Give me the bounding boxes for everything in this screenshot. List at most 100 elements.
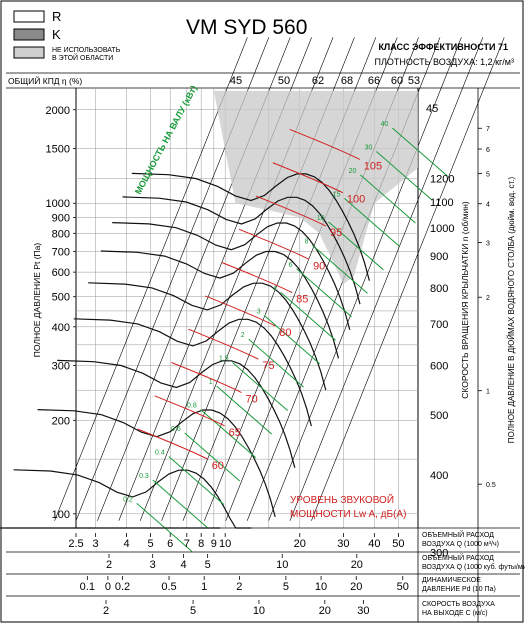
- inch-tick-label: 0.5: [486, 482, 496, 489]
- sound-line: [272, 162, 344, 194]
- speed-curve: [57, 359, 296, 468]
- sound-line: [255, 195, 327, 227]
- bottom-tick-label: 2: [106, 559, 112, 571]
- bottom-tick-label: 20: [351, 559, 363, 571]
- not-use-area: [213, 90, 418, 284]
- bottom-label-c-1: СКОРОСТЬ ВОЗДУХА: [422, 601, 495, 608]
- left-tick-label: 100: [52, 509, 70, 521]
- sound-line: [137, 428, 208, 460]
- power-line: [392, 127, 448, 177]
- speed-tick-label: 300: [430, 548, 448, 560]
- efficiency-class: КЛАСС ЭФФЕКТИВНОСТИ 71: [378, 42, 508, 52]
- power-line-label: 20: [349, 168, 357, 175]
- system-line: [311, 37, 505, 521]
- bottom-tick-label: 5: [148, 538, 154, 550]
- speed-tick-label: 800: [430, 283, 448, 295]
- legend-swatch-unused: [13, 46, 45, 59]
- bottom-tick-label: 7: [184, 538, 190, 550]
- sound-label-2: МОЩНОСТИ Lw A, дБ(A): [290, 509, 406, 520]
- power-line: [376, 151, 432, 200]
- sound-line: [289, 128, 360, 160]
- not-use-area-fill: [213, 90, 418, 284]
- power-line-label: 10: [317, 215, 325, 222]
- inch-tick-label: 4: [486, 202, 490, 209]
- bottom-tick-label: 20: [294, 538, 306, 550]
- speed-tick-label: 1100: [430, 197, 454, 209]
- bottom-tick-label: 9: [211, 538, 217, 550]
- power-line: [216, 385, 273, 435]
- system-line: [54, 37, 248, 521]
- speed-curve: [122, 196, 361, 305]
- inch-tick-label: 2: [486, 295, 490, 302]
- bottom-tick-label: 4: [181, 559, 187, 571]
- bottom-tick-label: 2.5: [68, 538, 83, 550]
- speed-tick-label: 600: [430, 361, 448, 373]
- bottom-tick-label: 30: [337, 538, 349, 550]
- inch-tick-label: 6: [486, 147, 490, 154]
- power-line-label: 0.6: [171, 426, 181, 433]
- bottom-tick-label: 5: [205, 559, 211, 571]
- legend-label-unused-2: В ЭТОЙ ОБЛАСТИ: [52, 53, 113, 62]
- left-tick-label: 400: [52, 322, 70, 334]
- power-line: [360, 174, 416, 224]
- bottom-tick-label: 50: [392, 538, 404, 550]
- speed-tick-label: 400: [430, 470, 448, 482]
- speed-curve: [13, 469, 252, 529]
- speed-axis-label: СКОРОСТЬ ВРАЩЕНИЯ КРЫЛЬЧАТКИ n (об/мин): [460, 201, 470, 399]
- left-tick-label: 1500: [46, 144, 70, 156]
- power-line-label: 30: [365, 144, 373, 151]
- bottom-tick-label: 3: [93, 538, 99, 550]
- power-line-label: 1: [209, 379, 213, 386]
- bottom-tick-label: 5: [190, 605, 196, 617]
- power-line-label: 4: [273, 285, 277, 292]
- sound-line: [221, 262, 293, 294]
- model-title: VM SYD 560: [186, 16, 307, 39]
- power-line-label: 2: [241, 332, 245, 339]
- sound-level-label: 85: [296, 294, 308, 306]
- sound-line: [171, 362, 242, 393]
- power-line-label: 8: [305, 238, 309, 245]
- power-line-label: 0.3: [139, 473, 149, 480]
- top-eff-tick-label: 53: [408, 75, 420, 87]
- inch-tick-label: 7: [486, 126, 490, 133]
- left-axis-label: ПОЛНОЕ ДАВЛЕНИЕ Pt (Па): [32, 243, 42, 358]
- bottom-label-q-m3-1: ОБЪЕМНЫЙ РАСХОД: [422, 530, 494, 539]
- top-eff-tick-label: 62: [312, 75, 324, 87]
- bottom-axes: ОБЪЕМНЫЙ РАСХОД ВОЗДУХА Q (1000 м³/ч) ОБ…: [6, 527, 525, 622]
- bottom-tick-label: 2: [236, 581, 242, 593]
- bottom-tick-label: 0.1: [80, 581, 95, 593]
- top-eff-tick-label: 66: [368, 75, 380, 87]
- power-line: [264, 315, 320, 365]
- bottom-label-pd-1: ДИНАМИЧЕСКОЕ: [422, 577, 481, 584]
- legend-swatch-r: [13, 10, 45, 23]
- legend-label-k: K: [52, 27, 61, 42]
- bottom-tick-label: 30: [357, 605, 369, 617]
- sound-level-label: 60: [212, 460, 224, 472]
- speed-curve: [73, 318, 312, 427]
- left-tick-label: 600: [52, 267, 70, 279]
- speed-tick-label: 1200: [430, 174, 454, 186]
- speed-curve: [37, 409, 276, 518]
- bottom-label-q-cfm-2: ВОЗДУХА Q (1000 куб. футы/мин): [422, 563, 525, 571]
- bottom-tick-label: 1: [201, 581, 207, 593]
- bottom-tick-label: 0.2: [115, 581, 130, 593]
- bottom-tick-label: 5: [283, 581, 289, 593]
- bottom-label-c-2: НА ВЫХОДЕ C (м/с): [422, 610, 488, 617]
- bottom-tick-label: 8: [198, 538, 204, 550]
- top-eff-tick-label: 45: [230, 75, 242, 87]
- bottom-label-pd-2: ДАВЛЕНИЕ Pd (10 Па): [422, 586, 496, 593]
- sound-line: [238, 228, 310, 260]
- sound-line: [154, 395, 225, 427]
- sound-level-label: 65: [229, 427, 241, 439]
- bottom-tick-label: 40: [368, 538, 380, 550]
- sound-level-label: 70: [245, 394, 257, 406]
- speed-tick-label: 1000: [430, 223, 454, 235]
- left-tick-label: 2000: [46, 105, 70, 117]
- bottom-tick-label: 0: [105, 581, 111, 593]
- speed-curve: [112, 222, 351, 331]
- left-tick-label: 1000: [46, 198, 70, 210]
- bottom-tick-label: 50: [397, 581, 409, 593]
- speed-tick-label: 500: [430, 410, 448, 422]
- left-tick-label: 300: [52, 361, 70, 373]
